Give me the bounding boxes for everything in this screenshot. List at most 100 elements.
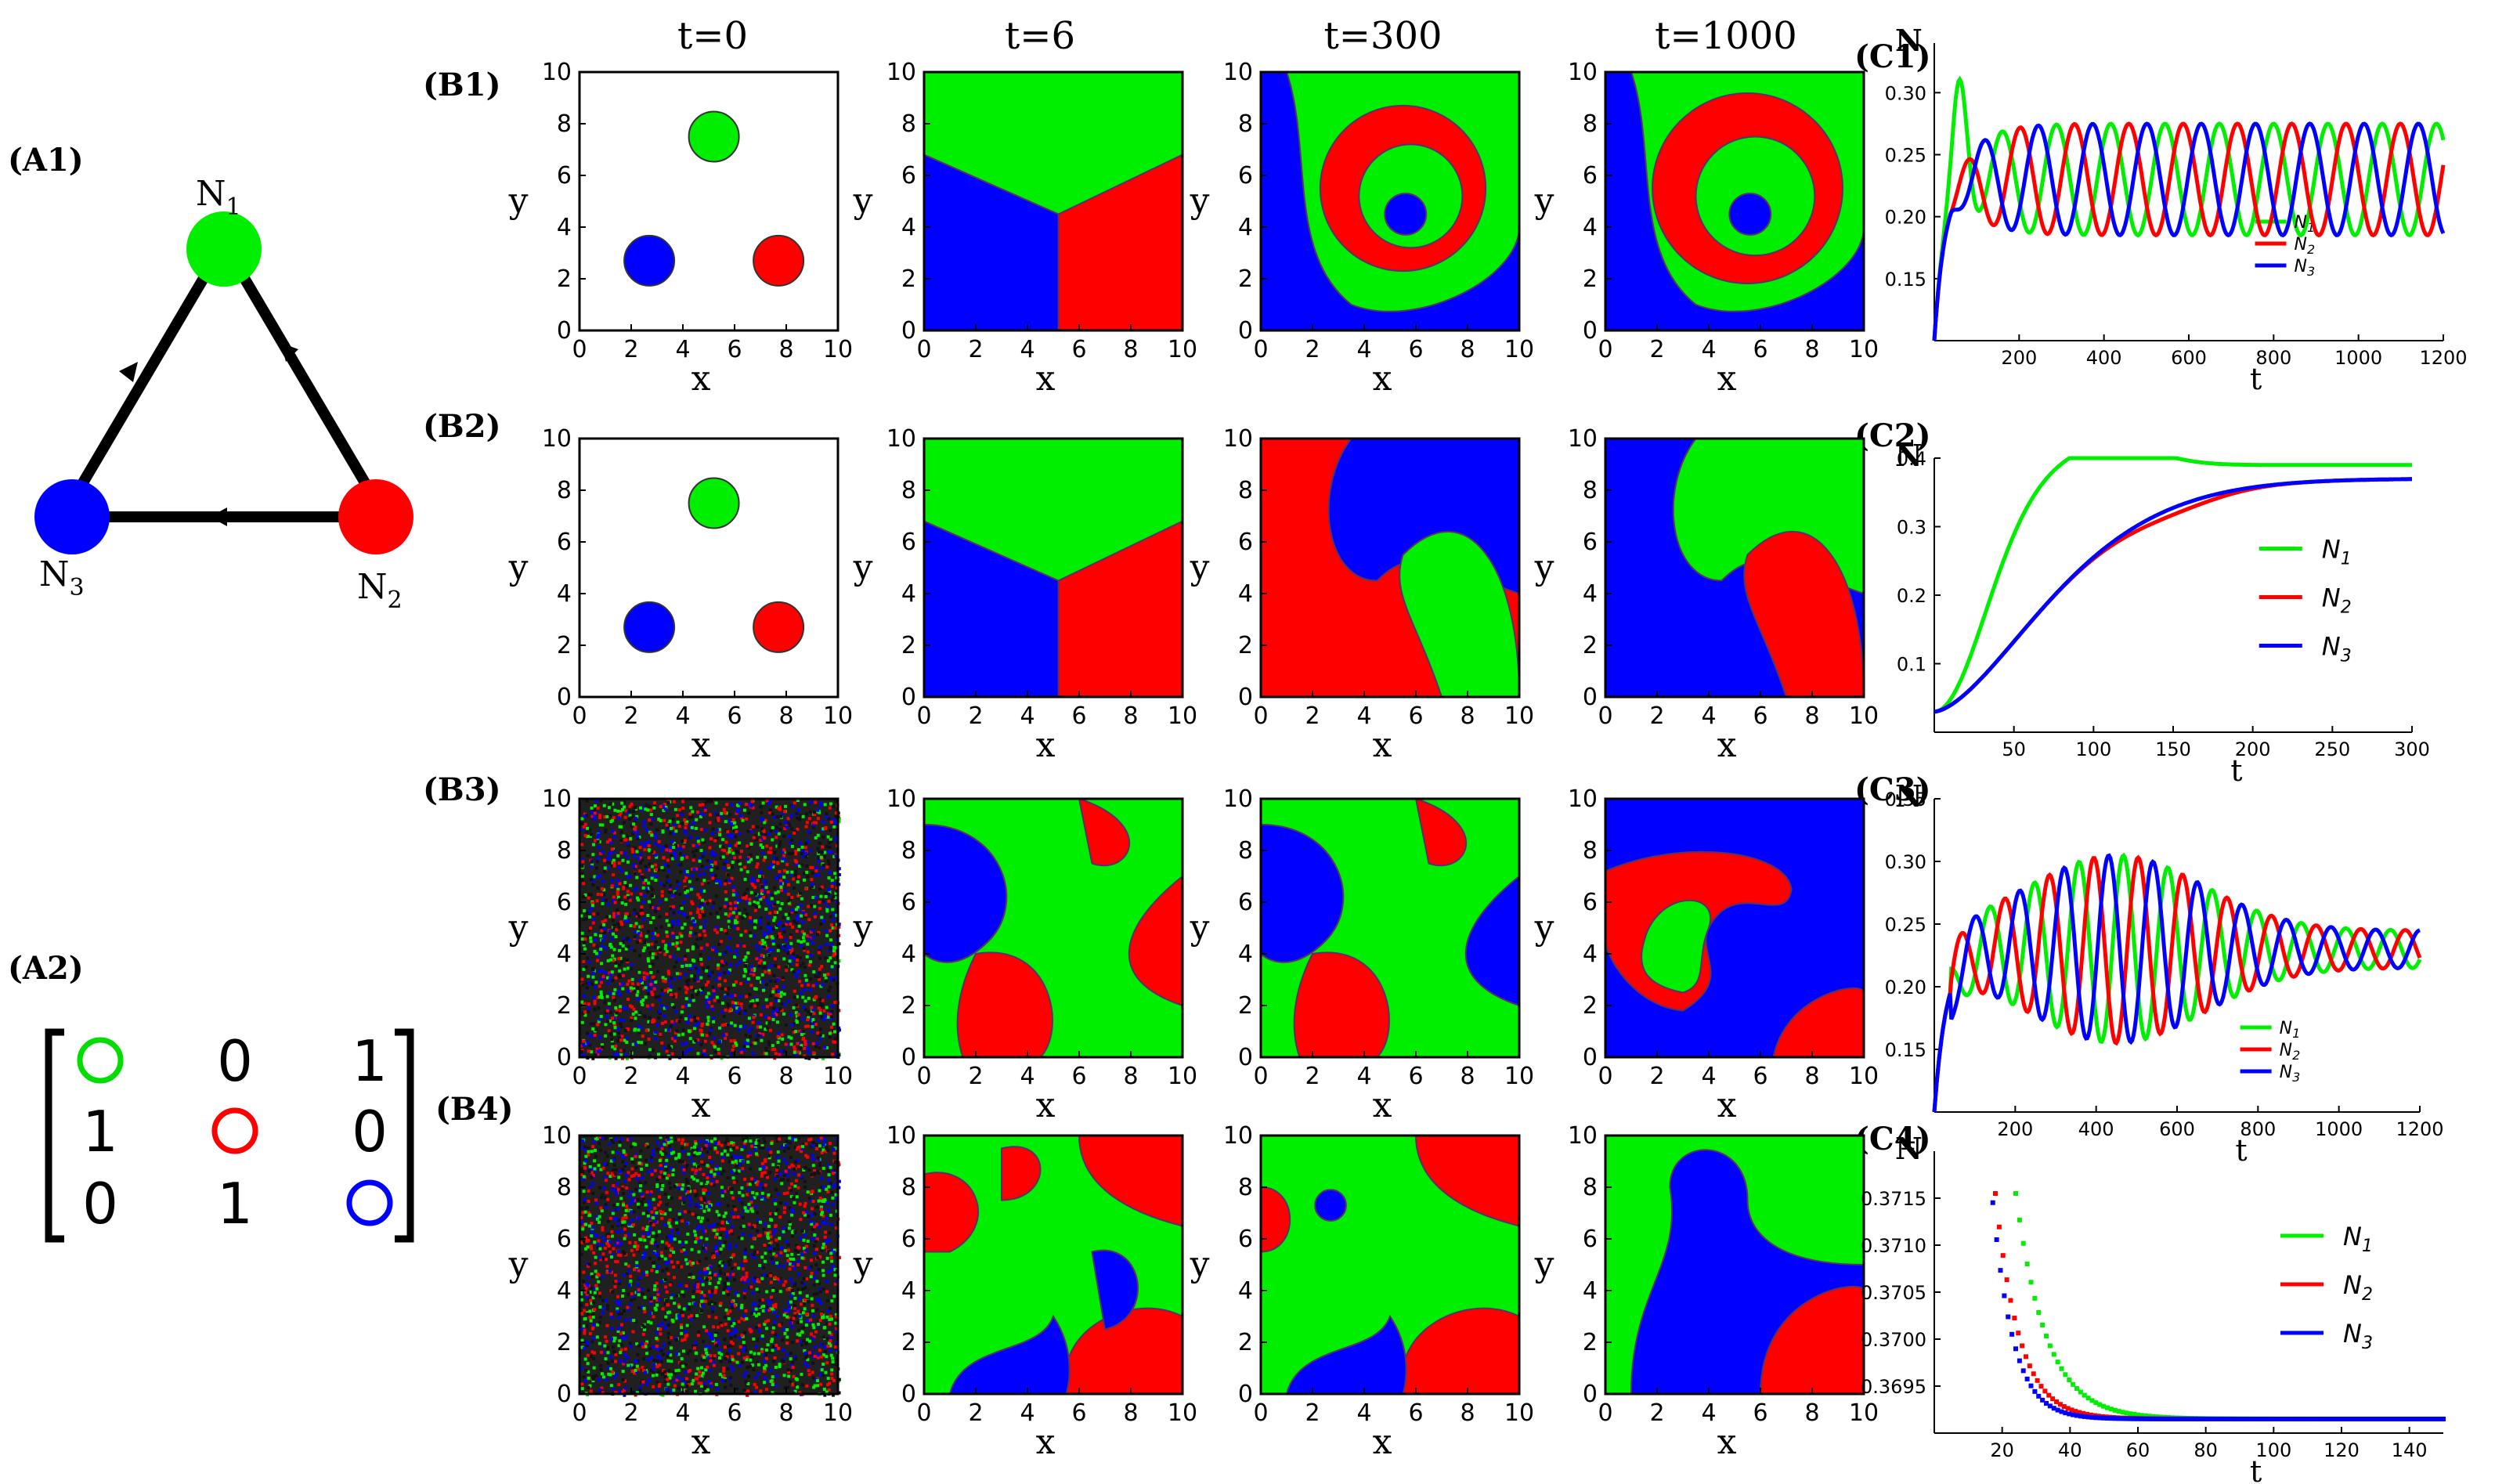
panel-label-b1: (B1) [423,67,501,103]
arrow-n1-n2 [281,343,298,362]
map-y-label: y [1534,547,1554,587]
chart-x-tick: 100 [2075,738,2111,760]
matrix-bracket-left [45,1028,64,1243]
map-frame [923,797,1184,1059]
point-N3 [2417,1417,2423,1421]
map-x-tick: 8 [1123,702,1138,730]
point-N3 [2082,1414,2087,1419]
point-N3 [2200,1416,2205,1421]
map-x-tick: 2 [968,702,983,730]
map-y-label: y [853,1244,873,1284]
point-N3 [2269,1416,2274,1421]
initial-patch-n3 [623,234,676,287]
point-N3 [2433,1417,2439,1421]
chart-x-tick: 600 [2159,1118,2195,1140]
map-b1-t2: 00 2 2 4 4 6 6 8 8 10 10 x y [1190,59,1535,399]
map-y-tick: 8 [1238,1174,1253,1201]
map-y-label: y [1190,181,1210,221]
point-N1 [2059,1366,2064,1371]
map-x-tick: 10 [1168,702,1197,730]
point-N3 [2421,1417,2427,1421]
map-y-tick: 8 [901,110,916,138]
map-x-tick: 0 [1598,702,1612,730]
map-y-tick: 0 [901,684,916,711]
matrix-cell-2-1: 1 [217,1171,253,1237]
map-y-tick: 0 [1238,684,1253,711]
point-N3 [2181,1416,2186,1421]
point-N3 [2078,1414,2083,1419]
map-x-tick: 4 [1020,1399,1034,1427]
map-y-tick: 6 [1583,1226,1598,1253]
point-N1 [2120,1410,2125,1415]
point-N1 [2128,1411,2133,1417]
node-n1 [186,211,262,287]
point-N3 [2006,1314,2011,1320]
map-y-tick: 2 [1238,632,1253,659]
chart-y-label: N [1895,23,1923,58]
point-N3 [2441,1417,2446,1421]
legend-label-N2: N2 [2280,1041,2301,1063]
point-N3 [2101,1415,2107,1421]
point-N3 [2288,1416,2293,1421]
point-N3 [2154,1416,2160,1421]
domain-n2 [1414,1135,1520,1227]
series-line-N2 [1932,854,2422,1113]
chart-y-label: N [1895,1131,1923,1166]
point-N3 [2132,1416,2137,1421]
chart-x-tick: 1000 [2334,347,2382,369]
map-frame [1259,1134,1521,1396]
point-N2 [2057,1402,2063,1407]
chart-y-tick: 0.2 [1897,585,1926,607]
map-x-tick: 6 [1408,1063,1423,1090]
point-N1 [2067,1377,2072,1382]
map-y-tick: 0 [1583,317,1598,345]
map-x-label: x [1373,1422,1392,1462]
matrix-cell-0-2: 1 [352,1028,388,1094]
point-N3 [2204,1416,2209,1421]
point-N3 [2017,1358,2022,1363]
point-N3 [2071,1412,2076,1417]
map-x-tick: 8 [1804,702,1819,730]
map-y-tick: 2 [557,632,572,659]
map-frame [578,437,839,699]
point-N2 [2088,1412,2093,1417]
map-frame [1604,1134,1865,1396]
legend-label-N2: N2 [2343,1270,2373,1305]
domain-n2 [1293,951,1390,1058]
map-frame [1604,437,1865,699]
domain-n3 [1285,1314,1407,1395]
point-N3 [2212,1416,2217,1421]
point-N3 [2139,1416,2144,1421]
map-x-tick: 8 [1804,1399,1819,1427]
map-x-tick: 8 [778,336,793,363]
map-x-label: x [691,725,711,765]
map-x-tick: 2 [623,702,638,730]
point-N2 [1993,1191,1998,1196]
point-N3 [2319,1417,2323,1421]
point-N2 [2046,1392,2052,1398]
map-x-tick: 10 [1504,702,1534,730]
map-x-tick: 6 [1071,1063,1086,1090]
point-N3 [2284,1416,2290,1421]
domain-n3 [923,823,1008,963]
domain-n3 [1260,71,1520,331]
point-N3 [1998,1268,2003,1273]
point-N3 [2024,1376,2030,1381]
map-x-tick: 0 [572,1063,587,1090]
map-x-tick: 4 [1020,702,1034,730]
chart-x-tick: 400 [2086,347,2122,369]
point-N3 [2074,1413,2079,1418]
map-y-label: y [508,547,529,587]
chart-y-tick: 0.30 [1885,851,1926,873]
initial-patch-n1 [688,477,740,529]
point-N2 [2054,1399,2059,1404]
point-N3 [2299,1416,2305,1421]
map-frame [923,437,1184,699]
map-x-tick: 8 [1460,1063,1475,1090]
legend-label-N2: N2 [2295,235,2316,257]
legend-label-N1: N1 [2343,1222,2373,1256]
map-x-tick: 0 [1598,336,1612,363]
point-N2 [2035,1377,2040,1383]
panel-label-c3: (C3) [1854,771,1931,808]
point-N1 [2112,1407,2118,1413]
